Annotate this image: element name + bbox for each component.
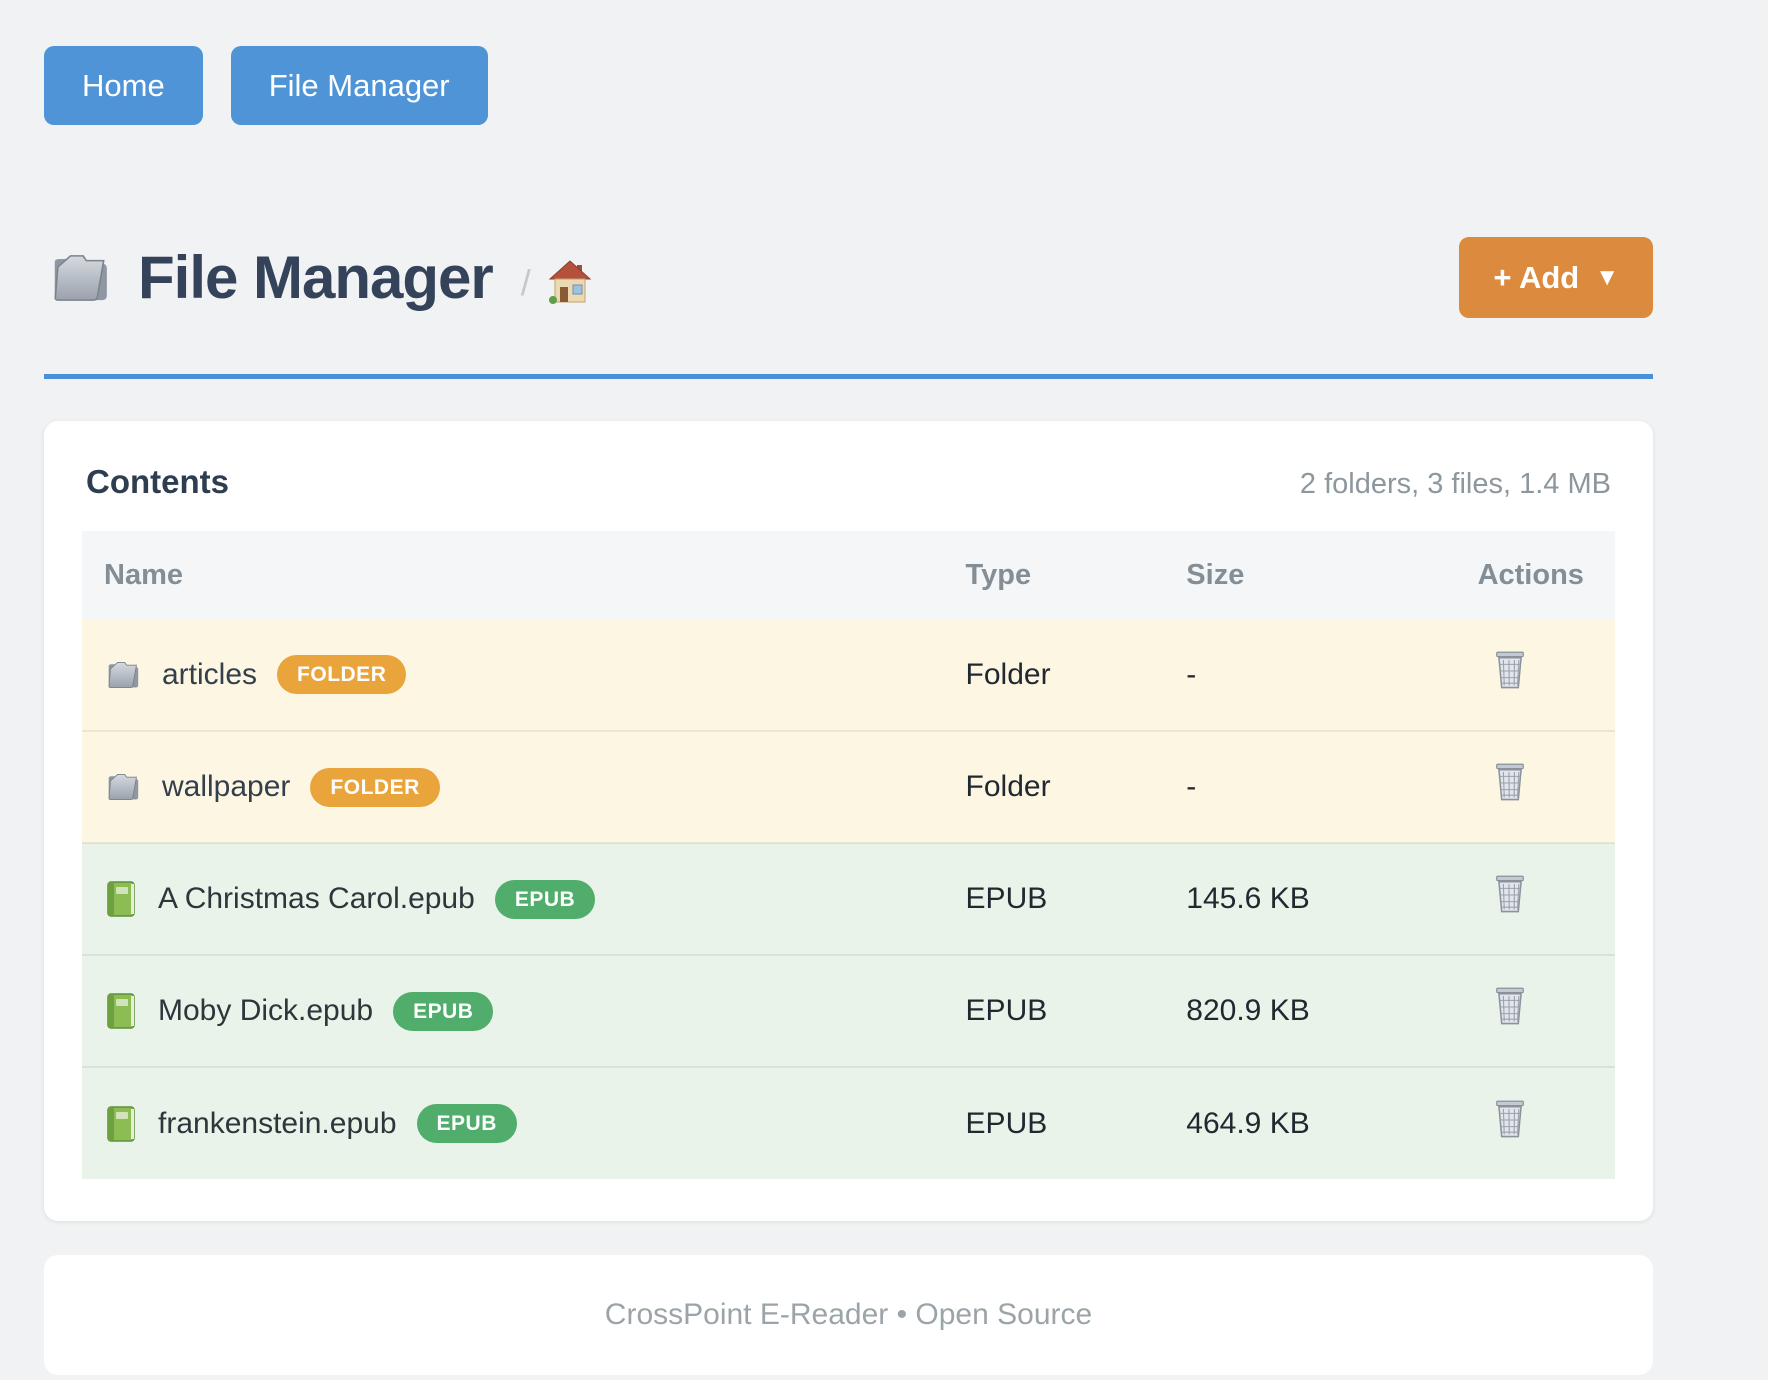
trash-icon [1495,987,1524,1025]
add-button[interactable]: + Add ▼ [1459,237,1653,318]
file-table: Name Type Size Actions articles FOLDER F… [82,531,1615,1179]
breadcrumb: / [520,261,531,303]
file-size: 464.9 KB [1164,1066,1456,1179]
add-button-label: + Add [1493,260,1580,295]
file-type: Folder [943,619,1165,731]
trash-icon [1495,875,1524,913]
book-icon [107,881,135,917]
file-name: articles [162,657,258,691]
footer: CrossPoint E-Reader • Open Source [44,1255,1653,1375]
delete-button[interactable] [1492,762,1528,804]
file-size: - [1164,730,1456,843]
delete-button[interactable] [1492,986,1528,1028]
type-badge: EPUB [494,879,596,919]
file-name: A Christmas Carol.epub [158,882,475,915]
file-size: 145.6 KB [1164,842,1456,955]
file-name: wallpaper [162,770,291,803]
home-icon[interactable] [547,259,593,305]
file-type: EPUB [943,1066,1165,1179]
file-size: - [1164,619,1456,731]
table-row[interactable]: A Christmas Carol.epub EPUB EPUB 145.6 K… [82,842,1615,955]
type-badge: EPUB [416,1104,517,1143]
page-title: File Manager [138,244,494,311]
footer-text: CrossPoint E-Reader • Open Source [604,1298,1093,1331]
trash-icon [1495,650,1524,688]
title-divider [44,374,1653,379]
type-badge: EPUB [393,991,494,1031]
delete-button[interactable] [1492,1099,1528,1141]
page: Home File Manager File Manager / + Add ▼… [44,0,1653,1375]
table-row[interactable]: frankenstein.epub EPUB EPUB 464.9 KB [82,1066,1615,1179]
delete-button[interactable] [1492,650,1528,692]
trash-icon [1495,1099,1524,1137]
file-type: Folder [943,730,1165,843]
book-icon [107,993,135,1029]
folder-icon [53,254,108,301]
top-nav: Home File Manager [44,46,1653,125]
contents-card: Contents 2 folders, 3 files, 1.4 MB Name… [44,421,1653,1221]
folder-icon [108,661,139,688]
file-size: 820.9 KB [1164,954,1456,1067]
file-name: Moby Dick.epub [158,994,374,1027]
column-header-type: Type [943,531,1165,619]
folder-icon [108,774,139,800]
table-row[interactable]: articles FOLDER Folder - [82,619,1615,731]
contents-header: Contents 2 folders, 3 files, 1.4 MB [82,463,1615,501]
home-button[interactable]: Home [44,46,203,125]
table-row[interactable]: wallpaper FOLDER Folder - [82,730,1615,843]
book-icon [107,1105,135,1142]
file-type: EPUB [943,954,1165,1067]
file-type: EPUB [943,842,1165,955]
file-manager-button[interactable]: File Manager [230,46,488,125]
table-header-row: Name Type Size Actions [82,531,1615,619]
column-header-size: Size [1164,531,1456,619]
column-header-actions: Actions [1455,531,1615,619]
title-row: File Manager / + Add ▼ [44,237,1653,318]
contents-heading: Contents [86,463,229,500]
column-header-name: Name [82,531,944,619]
chevron-down-icon: ▼ [1595,263,1619,291]
contents-summary: 2 folders, 3 files, 1.4 MB [1299,468,1611,500]
type-badge: FOLDER [310,767,440,807]
delete-button[interactable] [1492,874,1528,916]
trash-icon [1495,763,1524,801]
table-row[interactable]: Moby Dick.epub EPUB EPUB 820.9 KB [82,954,1615,1067]
file-name: frankenstein.epub [158,1106,397,1140]
type-badge: FOLDER [277,655,407,694]
